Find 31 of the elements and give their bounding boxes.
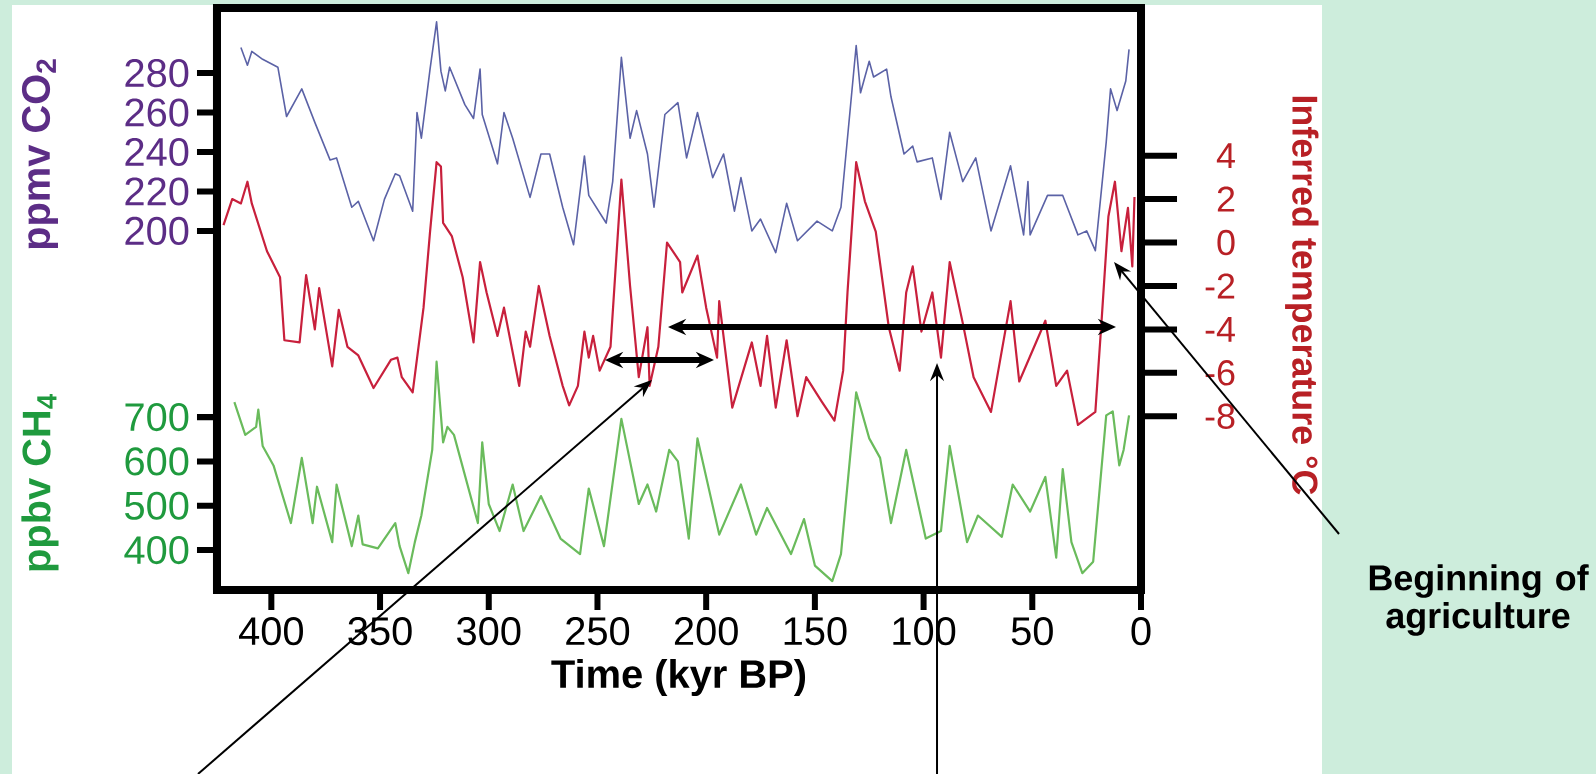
y2-tick-label: -6: [1205, 360, 1235, 386]
text: Beginning of agriculture: [1369, 564, 1589, 636]
y3-tick-label: 700: [125, 403, 189, 432]
x-tick-label: 0: [1131, 617, 1151, 646]
y2-tick-label: 4: [1216, 143, 1235, 168]
x-tick-label: 200: [674, 617, 738, 646]
y-axis-title: ppmv CO$_{2}$: [21, 59, 58, 249]
y-tick-label: 200: [125, 216, 189, 246]
y2-tick-label: 0: [1217, 229, 1235, 256]
x-tick-label: 300: [457, 617, 521, 646]
y3-tick-label: 500: [125, 491, 189, 520]
y3-tick-label: 400: [124, 536, 189, 565]
x-tick-label: 400: [239, 617, 303, 646]
y-tick-label: 240: [125, 137, 189, 167]
y2-axis-title: Inferred temperature °C: [1285, 96, 1319, 495]
x-tick-label: 150: [784, 617, 847, 646]
y2-tick-label: -8: [1205, 403, 1235, 429]
y2-tick-label: -4: [1205, 317, 1235, 342]
line-series: [233, 360, 1131, 583]
y-tick-label: 260: [125, 98, 189, 127]
y-tick-label: 220: [125, 177, 189, 206]
x-tick-label: 50: [1011, 617, 1053, 646]
y-tick-label: 280: [125, 59, 189, 88]
y2-tick-label: -2: [1205, 273, 1235, 299]
line-series: [240, 21, 1130, 254]
y2-tick-label: 2: [1217, 186, 1235, 212]
y3-axis-title: ppbv CH$_{4}$: [21, 393, 59, 571]
x-tick-label: 250: [566, 617, 630, 646]
line-series: [222, 161, 1136, 427]
y3-tick-label: 600: [125, 447, 189, 476]
x-axis-title: Time (kyr BP): [551, 658, 806, 697]
